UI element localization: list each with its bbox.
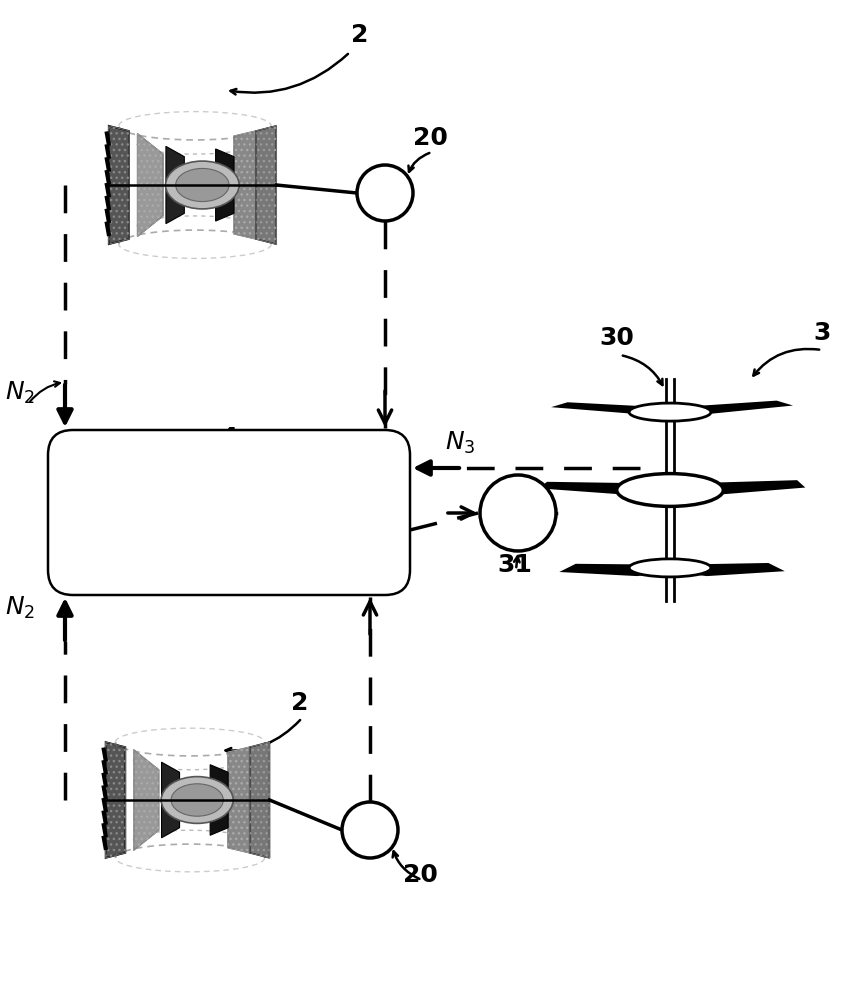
Text: 2: 2: [351, 23, 368, 47]
Circle shape: [357, 165, 413, 221]
Polygon shape: [133, 750, 159, 850]
Polygon shape: [559, 564, 662, 576]
Polygon shape: [216, 149, 234, 221]
Ellipse shape: [171, 784, 223, 816]
Ellipse shape: [176, 168, 229, 202]
Text: 20: 20: [413, 126, 447, 150]
Polygon shape: [685, 480, 806, 497]
Polygon shape: [228, 747, 250, 853]
Ellipse shape: [629, 403, 711, 421]
Polygon shape: [678, 401, 793, 415]
Text: $N_3$: $N_3$: [445, 430, 475, 456]
Polygon shape: [138, 133, 163, 237]
Text: 3: 3: [813, 321, 830, 345]
Text: 2: 2: [291, 691, 309, 715]
Polygon shape: [166, 146, 184, 224]
Polygon shape: [233, 131, 256, 239]
Polygon shape: [539, 482, 655, 497]
Polygon shape: [256, 126, 276, 244]
Polygon shape: [161, 762, 179, 838]
Ellipse shape: [629, 559, 711, 577]
Text: $N_2$: $N_2$: [5, 380, 35, 406]
Polygon shape: [250, 742, 270, 858]
Text: 20: 20: [402, 863, 437, 887]
Ellipse shape: [166, 161, 239, 209]
Text: 30: 30: [599, 326, 634, 350]
FancyBboxPatch shape: [48, 430, 410, 595]
Text: 4: 4: [222, 426, 239, 450]
Polygon shape: [105, 742, 126, 858]
Text: 31: 31: [498, 553, 532, 577]
Polygon shape: [109, 126, 129, 244]
Circle shape: [480, 475, 556, 551]
Polygon shape: [211, 765, 228, 835]
Polygon shape: [678, 563, 784, 576]
Ellipse shape: [616, 474, 723, 506]
Ellipse shape: [161, 777, 233, 823]
Circle shape: [342, 802, 398, 858]
Text: $N_2$: $N_2$: [5, 595, 35, 621]
Polygon shape: [551, 402, 662, 415]
